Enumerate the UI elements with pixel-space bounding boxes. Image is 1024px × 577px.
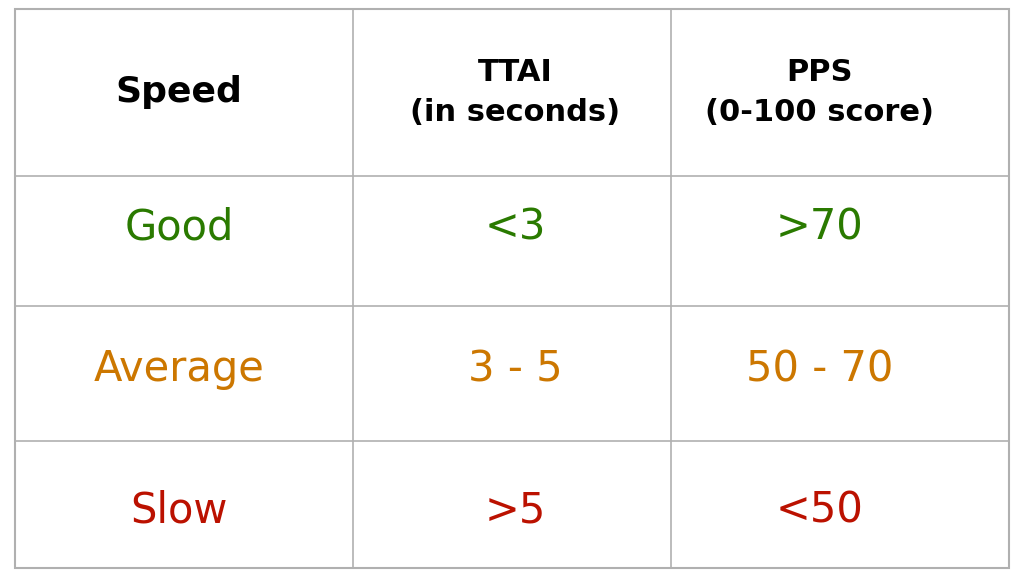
Text: Speed: Speed [116, 76, 243, 109]
Text: 3 - 5: 3 - 5 [468, 349, 562, 390]
Text: >70: >70 [775, 207, 863, 249]
Text: >5: >5 [484, 490, 546, 531]
Text: Slow: Slow [130, 490, 228, 531]
Text: <50: <50 [775, 490, 863, 531]
Text: TTAI
(in seconds): TTAI (in seconds) [410, 58, 621, 127]
Text: PPS
(0-100 score): PPS (0-100 score) [705, 58, 934, 127]
Text: <3: <3 [484, 207, 546, 249]
Text: Good: Good [125, 207, 233, 249]
Text: Average: Average [94, 349, 264, 390]
Text: 50 - 70: 50 - 70 [745, 349, 893, 390]
